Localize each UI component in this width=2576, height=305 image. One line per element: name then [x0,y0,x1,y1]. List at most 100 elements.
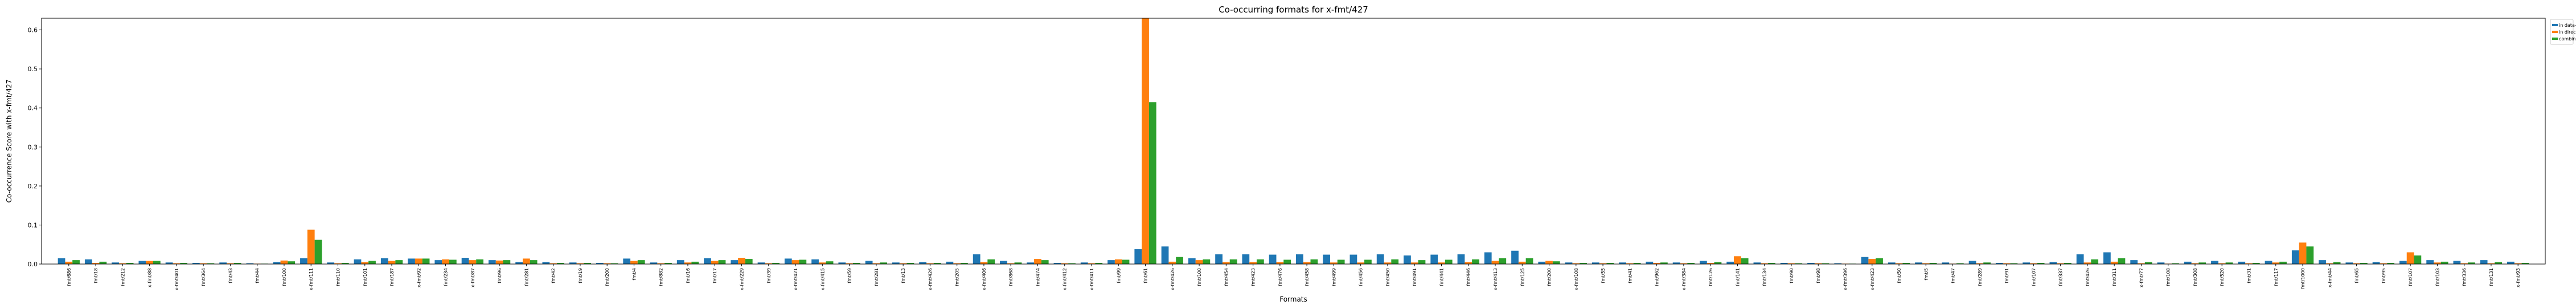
bar-combined-47 [1337,259,1345,264]
bar-combined-62 [1741,258,1749,264]
bar-combined-12 [395,260,403,264]
bar-in-data-objects-39 [1107,260,1115,264]
bar-in-directories-41 [1168,261,1176,264]
bar-in-directories-20 [603,263,611,264]
x-tick-label: fmt/454 [1224,268,1229,286]
bar-in-directories-3 [146,261,153,264]
bar-in-directories-62 [1734,256,1741,264]
bar-in-directories-67 [1868,259,1876,264]
bar-in-directories-0 [65,261,73,264]
bar-in-data-objects-90 [2480,260,2488,264]
bar-combined-34 [987,259,995,264]
bar-in-data-objects-31 [892,262,900,264]
bar-combined-44 [1256,259,1264,264]
bar-combined-9 [314,240,322,264]
bar-in-directories-79 [2191,263,2199,264]
legend-label-combined: combined [2559,36,2576,42]
bar-combined-43 [1229,259,1237,264]
bar-in-data-objects-26 [757,262,765,264]
x-tick-label: fmt/141 [1735,268,1740,286]
bar-combined-32 [933,262,941,264]
x-tick-label: fmt/100 [282,268,287,286]
bar-in-data-objects-89 [2453,261,2461,264]
bar-combined-40 [1148,102,1156,264]
bar-in-directories-29 [846,263,853,264]
bar-in-data-objects-72 [1995,262,2003,264]
bar-in-data-objects-42 [1188,258,1196,264]
bar-combined-19 [584,262,592,264]
x-tick-label: x-fmt/401 [174,268,179,290]
y-tick-label: 0.3 [28,143,38,151]
x-tick-label: x-fmt/229 [740,268,745,290]
bar-in-data-objects-48 [1349,254,1357,264]
legend: in data-objects in directoriescombined [2550,19,2576,45]
bar-in-directories-21 [630,261,638,264]
x-tick-label: fmt/50 [1897,268,1902,283]
bar-combined-49 [1391,259,1399,264]
bar-combined-89 [2468,262,2475,264]
bar-combined-58 [1633,262,1641,264]
bar-in-data-objects-57 [1591,262,1599,264]
bar-in-data-objects-4 [165,262,173,264]
x-tick-label: fmt/289 [1978,268,1983,286]
bar-combined-37 [1068,263,1076,264]
x-tick-label: fmt/18 [93,268,99,283]
x-tick-label: x-fmt/421 [793,268,798,290]
bar-in-data-objects-14 [434,260,442,264]
bar-combined-30 [880,262,887,264]
bar-in-directories-56 [1572,263,1580,264]
x-tick-label: fmt/882 [659,268,664,286]
bar-combined-74 [2064,262,2072,264]
bar-in-data-objects-70 [1942,262,1950,264]
bar-in-directories-73 [2029,263,2037,264]
x-tick-label: fmt/336 [2462,268,2467,286]
bar-combined-41 [1176,257,1183,264]
legend-label-in-data-objects: in data-objects [2559,23,2576,28]
bar-combined-45 [1283,259,1291,264]
x-tick-label: fmt/281 [874,268,879,286]
x-tick-label: fmt/39 [766,268,772,283]
bar-combined-3 [153,261,161,264]
x-tick-label: fmt/17 [712,268,717,283]
bar-in-directories-51 [1438,262,1445,264]
x-tick-label: fmt/423 [1251,268,1256,286]
bar-in-data-objects-1 [84,259,92,264]
bar-in-directories-77 [2138,263,2145,264]
bar-in-data-objects-54 [1511,250,1519,264]
y-tick-label: 0.2 [28,183,38,190]
bar-combined-69 [1929,262,1937,264]
bar-in-directories-36 [1034,259,1041,264]
bar-combined-83 [2306,246,2314,264]
bar-in-directories-39 [1114,259,1122,264]
bar-combined-70 [1956,263,1964,264]
x-tick-label: fmt/458 [1305,268,1310,286]
x-tick-label: fmt/31 [2247,268,2252,283]
bar-in-directories-32 [926,263,934,264]
bar-combined-0 [72,260,80,264]
bar-combined-76 [2118,258,2126,264]
x-tick-label: fmt/43 [228,268,233,283]
y-axis-label: Co-occurrence Score with x-fmt/427 [5,80,13,203]
bar-combined-28 [826,261,834,264]
bar-in-data-objects-29 [838,262,846,264]
bar-in-directories-75 [2083,262,2091,264]
x-tick-label: fmt/101 [363,268,368,286]
bar-combined-86 [2387,262,2394,264]
bar-combined-50 [1418,260,1426,264]
x-tick-label: fmt/426 [2085,268,2090,286]
bar-combined-13 [422,258,430,264]
x-tick-label: fmt/441 [1439,268,1444,286]
y-tick-label: 0.0 [28,261,38,268]
bar-in-directories-57 [1599,263,1607,264]
bar-combined-54 [1525,258,1533,264]
bar-combined-6 [233,262,241,264]
bar-combined-36 [1041,260,1049,264]
bar-in-directories-64 [1787,263,1795,264]
bar-in-data-objects-5 [192,262,200,264]
bar-in-directories-30 [872,263,880,264]
bar-in-data-objects-9 [300,258,307,264]
bar-in-directories-48 [1357,262,1365,264]
bar-in-data-objects-20 [596,262,604,264]
bar-in-data-objects-79 [2184,261,2192,264]
bar-combined-35 [1014,262,1022,264]
